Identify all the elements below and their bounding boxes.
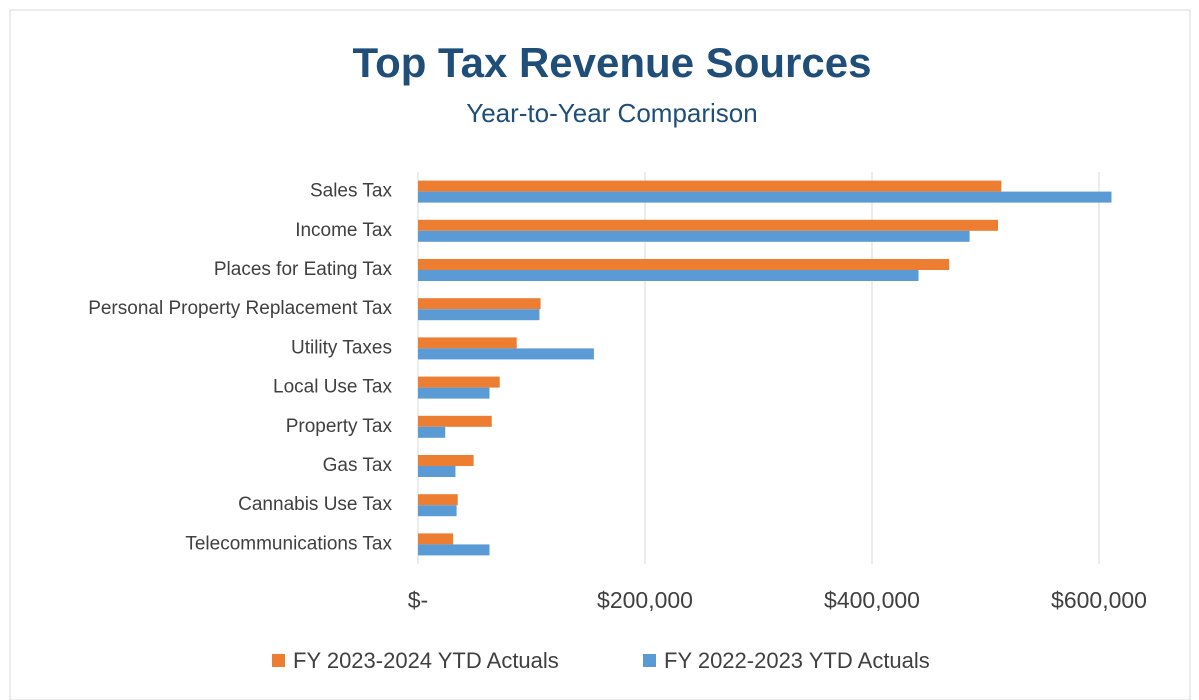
y-tick-label: Sales Tax [310, 181, 393, 202]
legend-label: FY 2022-2023 YTD Actuals [664, 648, 930, 673]
bar [418, 505, 457, 517]
chart-title: Top Tax Revenue Sources [353, 39, 872, 86]
x-tick-label: $- [408, 587, 428, 613]
y-tick-label: Income Tax [295, 220, 392, 241]
legend-swatch [272, 654, 285, 667]
bar [418, 259, 950, 270]
y-tick-label: Telecommunications Tax [185, 533, 392, 554]
bar [418, 337, 517, 349]
chart-subtitle: Year-to-Year Comparison [466, 98, 757, 128]
x-tick-label: $600,000 [1051, 587, 1147, 613]
bar [418, 544, 490, 556]
chart-border [9, 9, 1191, 700]
bar [418, 455, 474, 466]
x-tick-label: $400,000 [824, 587, 920, 613]
bar [418, 494, 458, 506]
y-tick-label: Cannabis Use Tax [238, 494, 392, 515]
y-tick-label: Places for Eating Tax [214, 259, 393, 280]
x-tick-label: $200,000 [597, 587, 693, 613]
bar [418, 309, 540, 321]
legend-swatch [643, 654, 656, 667]
bar [418, 191, 1112, 203]
bar [418, 219, 998, 231]
bar [418, 348, 594, 360]
y-tick-label: Gas Tax [323, 455, 393, 476]
bar [418, 270, 919, 281]
bar [418, 466, 456, 477]
bar [418, 533, 454, 545]
bar [418, 298, 541, 310]
bar [418, 230, 970, 242]
y-tick-label: Personal Property Replacement Tax [88, 298, 392, 319]
bar [418, 426, 446, 438]
bar [418, 376, 500, 388]
bar [418, 387, 490, 399]
legend-label: FY 2023-2024 YTD Actuals [293, 648, 559, 673]
y-tick-label: Utility Taxes [291, 337, 392, 358]
bar [418, 415, 492, 427]
y-tick-label: Property Tax [286, 416, 393, 437]
bar [418, 180, 1002, 192]
y-tick-label: Local Use Tax [273, 377, 392, 398]
